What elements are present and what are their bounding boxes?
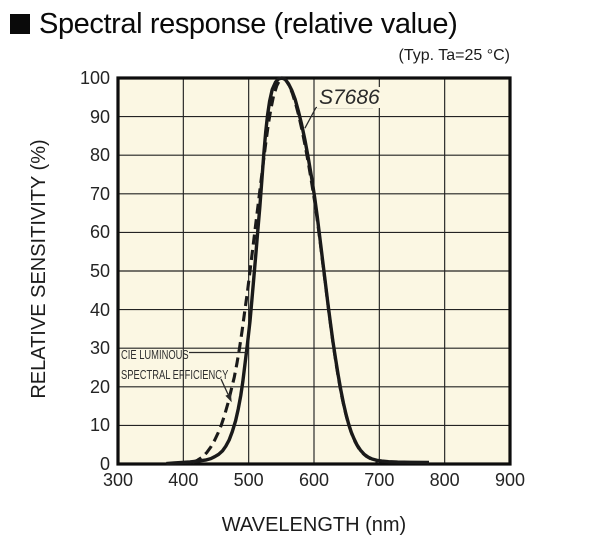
x-tick-label: 800 <box>429 470 460 490</box>
black-square-icon <box>10 14 30 34</box>
series-label-cie-luminous: CIE LUMINOUS SPECTRAL EFFICIENCY <box>121 345 228 385</box>
y-tick-label: 50 <box>89 261 110 281</box>
y-tick-label: 80 <box>89 145 110 166</box>
x-axis-title: WAVELENGTH (nm) <box>221 514 407 536</box>
y-tick-label: 60 <box>89 222 110 243</box>
section-header: Spectral response (relative value) <box>10 8 458 40</box>
y-tick-label: 30 <box>89 338 110 359</box>
x-tick-label: 700 <box>364 470 395 490</box>
cie-label-line2: SPECTRAL EFFICIENCY <box>121 367 229 382</box>
plot-border <box>116 76 512 466</box>
x-tick-label: 400 <box>168 470 199 490</box>
x-tick-label: 500 <box>233 470 264 490</box>
y-tick-label: 40 <box>89 299 110 320</box>
cie-label-line1: CIE LUMINOUS <box>121 347 189 362</box>
series-label-s7686: S7686 <box>317 87 383 108</box>
y-tick-label: 20 <box>89 376 110 397</box>
curve-dashed <box>191 76 379 464</box>
y-tick-label: 100 <box>79 68 110 88</box>
condition-note: (Typ. Ta=25 °C) <box>398 47 510 64</box>
s7686-callout-leader <box>304 107 317 129</box>
arrowhead-icon <box>225 393 232 403</box>
x-tick-label: 600 <box>298 470 330 490</box>
y-tick-label: 0 <box>99 454 110 474</box>
cie-callout-arrow-line <box>220 378 229 395</box>
y-tick-label: 90 <box>89 106 110 127</box>
x-tick-label: 300 <box>102 470 134 490</box>
y-axis-title: RELATIVE SENSITIVITY (%) <box>28 139 50 399</box>
x-tick-label: 900 <box>494 470 526 490</box>
y-tick-label: 70 <box>89 183 110 204</box>
section-title: Spectral response (relative value) <box>39 8 458 40</box>
y-tick-label: 10 <box>89 415 110 436</box>
